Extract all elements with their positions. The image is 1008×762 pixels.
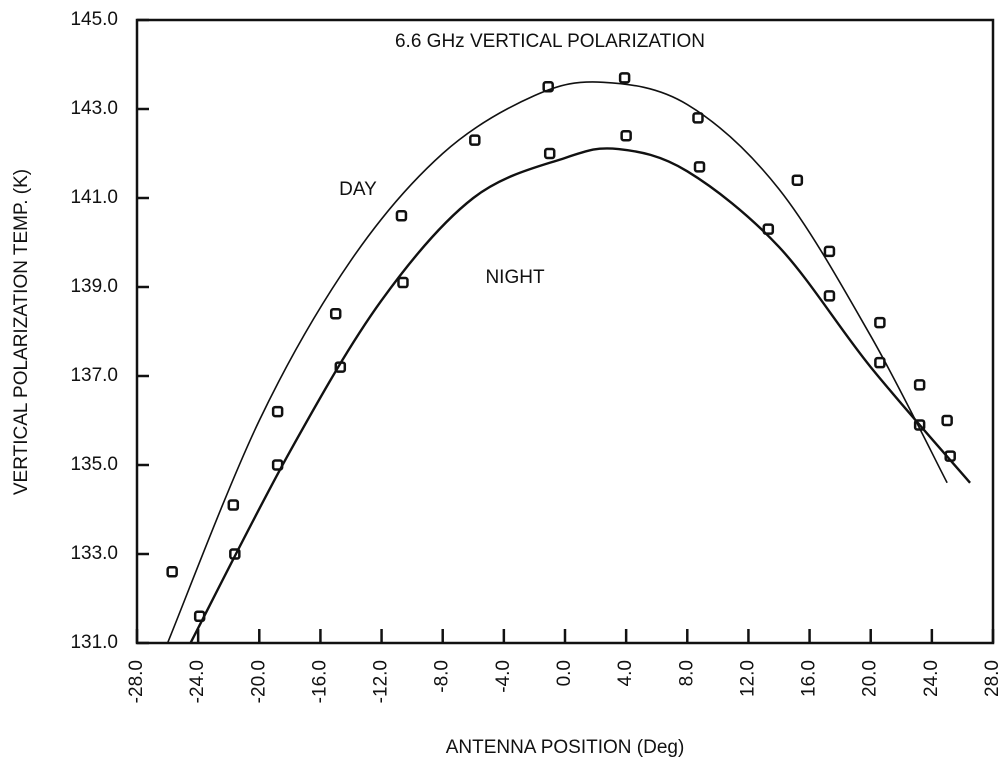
x-tick-label: -4.0 (493, 660, 514, 693)
x-tick-label: -24.0 (187, 660, 208, 703)
fit-curve (189, 147, 971, 644)
y-axis-title: VERTICAL POLARIZATION TEMP. (K) (11, 169, 32, 495)
x-tick-label: 0.0 (554, 660, 575, 686)
data-point (913, 379, 926, 391)
annotation: DAY (339, 179, 377, 200)
x-tick-label: 12.0 (737, 660, 758, 697)
data-point (397, 276, 409, 289)
y-tick-label: 137.0 (70, 365, 118, 386)
y-tick-label: 131.0 (70, 632, 118, 653)
x-tick-label: 24.0 (921, 660, 942, 697)
data-point (762, 223, 775, 235)
data-point (329, 307, 342, 320)
data-point (941, 414, 953, 427)
data-point (543, 147, 556, 160)
x-tick-label: 4.0 (615, 660, 636, 686)
x-tick-label: -20.0 (248, 660, 269, 703)
y-tick-label: 135.0 (70, 454, 118, 475)
data-point (791, 174, 804, 186)
data-point (227, 499, 240, 511)
x-tick-label: -12.0 (371, 660, 392, 703)
data-point (395, 210, 408, 222)
data-point (823, 245, 836, 258)
y-tick-label: 139.0 (70, 276, 118, 297)
x-tick-label: -28.0 (126, 660, 147, 703)
x-axis-title: ANTENNA POSITION (Deg) (446, 737, 685, 758)
data-point (620, 129, 632, 142)
x-tick-label: -16.0 (309, 660, 330, 703)
data-point (874, 356, 886, 369)
data-point (469, 134, 481, 146)
data-point (693, 161, 706, 173)
data-point (692, 112, 704, 124)
x-tick-label: -8.0 (432, 660, 453, 693)
fit-curve (166, 81, 948, 644)
annotation: NIGHT (485, 267, 545, 288)
x-tick-label: 16.0 (799, 660, 820, 697)
x-tick-label: 20.0 (860, 660, 881, 697)
data-point (874, 316, 886, 329)
y-tick-label: 145.0 (70, 9, 118, 30)
data-point (618, 72, 631, 84)
x-tick-label: 8.0 (676, 660, 697, 686)
x-tick-label: 28.0 (982, 660, 1003, 697)
y-tick-label: 133.0 (70, 543, 118, 564)
y-tick-label: 141.0 (70, 187, 118, 208)
plot-frame (135, 18, 995, 645)
data-point (271, 405, 284, 418)
chart-title: 6.6 GHz VERTICAL POLARIZATION (395, 31, 705, 52)
data-point (823, 290, 836, 302)
data-point (542, 81, 554, 93)
y-tick-label: 143.0 (70, 98, 118, 119)
data-point (166, 566, 178, 578)
